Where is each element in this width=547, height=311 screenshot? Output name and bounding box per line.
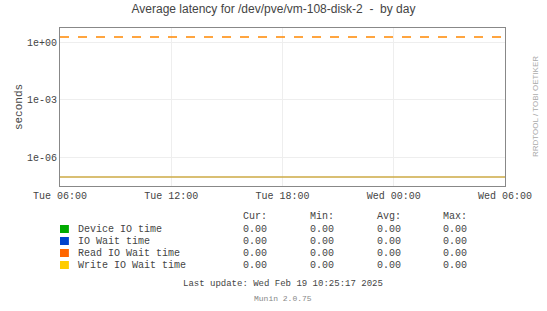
svg-text:0.00: 0.00 <box>377 248 401 259</box>
svg-text:0.00: 0.00 <box>243 224 267 235</box>
svg-text:Tue 06:00: Tue 06:00 <box>33 191 87 202</box>
svg-text:0.00: 0.00 <box>443 236 467 247</box>
svg-text:1e-03: 1e-03 <box>27 95 57 106</box>
svg-text:seconds: seconds <box>13 84 25 130</box>
svg-text:Write IO Wait time: Write IO Wait time <box>78 260 186 271</box>
svg-text:Tue 18:00: Tue 18:00 <box>255 191 309 202</box>
svg-text:Cur:: Cur: <box>243 211 267 222</box>
svg-text:0.00: 0.00 <box>243 248 267 259</box>
svg-text:0.00: 0.00 <box>377 260 401 271</box>
svg-text:Min:: Min: <box>310 211 334 222</box>
svg-text:0.00: 0.00 <box>377 236 401 247</box>
svg-text:Device IO time: Device IO time <box>78 224 162 235</box>
svg-text:Read IO Wait time: Read IO Wait time <box>78 248 180 259</box>
svg-text:1e-06: 1e-06 <box>27 153 57 164</box>
svg-text:1e+00: 1e+00 <box>27 38 57 49</box>
svg-text:0.00: 0.00 <box>377 224 401 235</box>
svg-text:0.00: 0.00 <box>443 260 467 271</box>
svg-text:Munin 2.0.75: Munin 2.0.75 <box>254 294 312 303</box>
svg-text:Tue 12:00: Tue 12:00 <box>144 191 198 202</box>
svg-text:0.00: 0.00 <box>443 224 467 235</box>
svg-text:0.00: 0.00 <box>310 260 334 271</box>
svg-text:0.00: 0.00 <box>310 248 334 259</box>
svg-text:0.00: 0.00 <box>310 236 334 247</box>
svg-text:Max:: Max: <box>443 211 467 222</box>
svg-text:0.00: 0.00 <box>243 236 267 247</box>
svg-text:0.00: 0.00 <box>443 248 467 259</box>
svg-text:Wed 06:00: Wed 06:00 <box>478 191 532 202</box>
svg-text:Avg:: Avg: <box>377 211 401 222</box>
svg-text:Average latency for /dev/pve/v: Average latency for /dev/pve/vm-108-disk… <box>132 2 416 16</box>
svg-text:RRDTOOL / TOBI OETIKER: RRDTOOL / TOBI OETIKER <box>531 56 540 157</box>
svg-text:0.00: 0.00 <box>243 260 267 271</box>
svg-text:Last update: Wed Feb 19 10:25:: Last update: Wed Feb 19 10:25:17 2025 <box>183 279 383 289</box>
svg-text:0.00: 0.00 <box>310 224 334 235</box>
svg-text:Wed 00:00: Wed 00:00 <box>367 191 421 202</box>
svg-text:IO Wait time: IO Wait time <box>78 236 150 247</box>
